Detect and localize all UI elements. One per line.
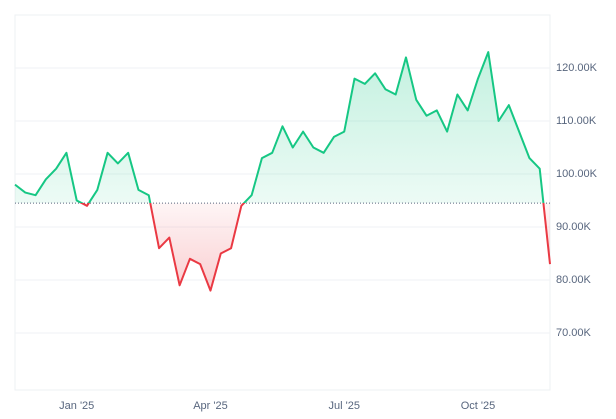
price-line	[14, 51, 551, 292]
y-tick-label: 90.00K	[556, 221, 592, 233]
y-tick-label: 80.00K	[556, 274, 592, 286]
x-tick-label: Oct '25	[461, 400, 496, 412]
y-tick-label: 110.00K	[556, 115, 597, 127]
y-tick-label: 120.00K	[556, 62, 598, 74]
x-tick-label: Jan '25	[59, 400, 94, 412]
x-tick-label: Apr '25	[193, 400, 228, 412]
y-tick-label: 70.00K	[556, 327, 592, 339]
x-tick-label: Jul '25	[329, 400, 360, 412]
y-tick-label: 100.00K	[556, 168, 598, 180]
area	[15, 52, 550, 291]
